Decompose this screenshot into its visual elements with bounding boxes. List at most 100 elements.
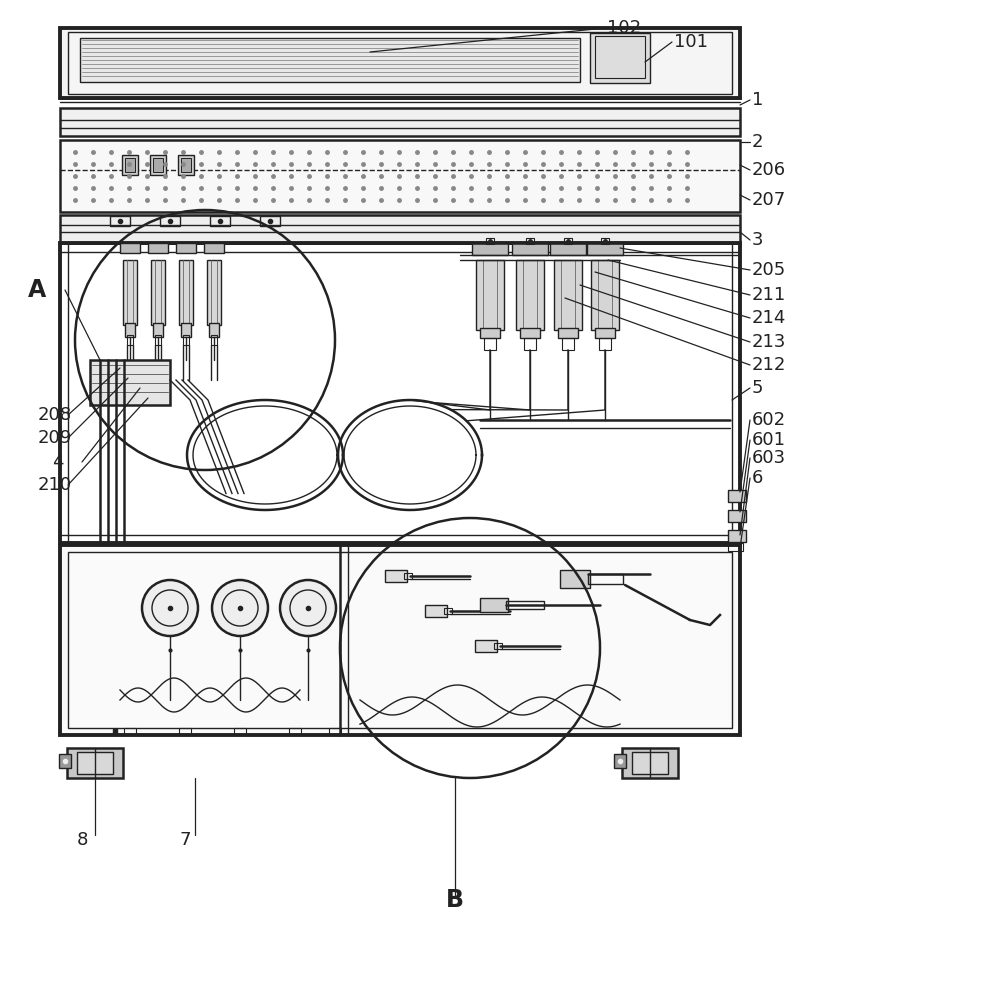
Circle shape [142,580,198,636]
Circle shape [280,580,336,636]
Bar [476,260,504,330]
Text: 208: 208 [38,406,72,424]
Bar [110,216,130,226]
Bar [595,36,645,78]
Text: 213: 213 [752,333,786,351]
Bar [183,335,189,345]
Bar [181,158,191,172]
Bar [599,338,611,350]
Bar [260,216,280,226]
Bar [60,545,740,735]
Bar [520,328,540,338]
Bar [590,33,650,83]
Bar [591,260,619,330]
Bar [211,335,217,345]
Text: 101: 101 [674,33,708,51]
Bar [472,243,508,255]
Bar [210,216,230,226]
Bar [68,32,732,94]
Bar [728,510,746,522]
Bar [151,260,165,325]
Bar [516,260,544,330]
Bar [554,260,582,330]
Bar [728,490,746,502]
Text: 210: 210 [38,476,72,494]
Text: A: A [28,278,46,302]
Bar [480,598,508,612]
Bar [475,640,497,652]
Circle shape [212,580,268,636]
Text: 2: 2 [752,133,764,151]
Bar [68,552,732,728]
Bar [179,260,193,325]
Bar [601,238,609,244]
Bar [80,38,580,82]
Bar [122,155,138,175]
Bar [153,323,163,337]
Text: 4: 4 [52,453,64,471]
Bar [60,108,740,136]
Bar [587,243,623,255]
Bar [160,216,180,226]
Bar [484,338,496,350]
Bar [179,728,191,734]
Bar [632,752,668,774]
Bar [234,728,246,734]
Bar [622,748,678,778]
Text: 214: 214 [752,309,786,327]
Bar [60,28,740,98]
Text: 205: 205 [752,261,786,279]
Bar [562,338,574,350]
Text: 5: 5 [752,379,764,397]
Bar [560,570,590,588]
Bar [123,260,137,325]
Bar [60,215,740,243]
Bar [404,573,412,579]
Text: 3: 3 [752,231,764,249]
Bar [181,323,191,337]
Bar [120,243,140,253]
Bar [550,243,586,255]
Bar [444,608,452,614]
Bar [155,335,161,345]
Bar [588,574,623,584]
Bar [289,728,301,734]
Bar [178,155,194,175]
Bar [564,238,572,244]
Bar [60,140,740,212]
Bar [728,543,743,551]
Text: B: B [446,888,464,912]
Text: 6: 6 [752,469,764,487]
Bar [176,243,196,253]
Bar [60,243,740,543]
Bar [209,323,219,337]
Bar [425,605,447,617]
Text: 603: 603 [752,449,786,467]
Bar [59,754,71,768]
Text: 7: 7 [179,831,191,849]
Text: 212: 212 [752,356,786,374]
Bar [125,158,135,172]
Text: 8: 8 [77,831,88,849]
Bar [125,323,135,337]
Bar [486,238,494,244]
Text: 209: 209 [38,429,72,447]
Bar [153,158,163,172]
Bar [67,748,123,778]
Bar [506,601,544,609]
Text: 206: 206 [752,161,786,179]
Text: 102: 102 [607,19,642,37]
Bar [329,728,341,734]
Bar [148,243,168,253]
Bar [90,360,170,405]
Bar [558,328,578,338]
Bar [124,728,136,734]
Bar [526,238,534,244]
Bar [728,530,746,542]
Bar [494,643,502,649]
Text: 602: 602 [752,411,786,429]
Bar [385,570,407,582]
Text: 207: 207 [752,191,786,209]
Bar [512,243,548,255]
Bar [77,752,113,774]
